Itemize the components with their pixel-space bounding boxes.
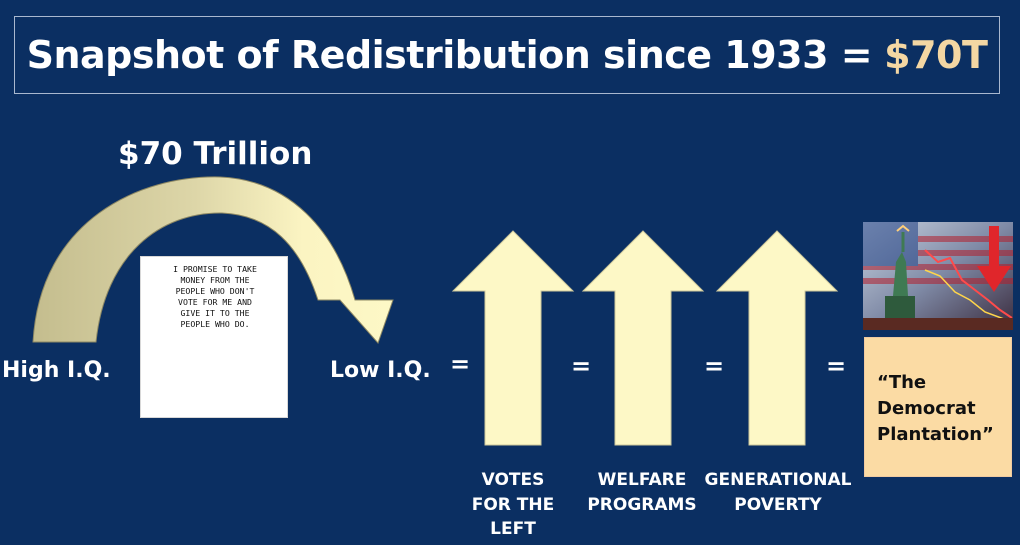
caption-poverty: GENERATIONAL POVERTY	[702, 468, 854, 517]
speech-line: people who don't	[175, 286, 255, 297]
arc-amount-label: $70 Trillion	[118, 136, 313, 172]
equals-sign-1: =	[450, 350, 471, 378]
equals-sign-4: =	[826, 352, 847, 380]
title-accent: $70T	[884, 33, 988, 77]
quote-line: Democrat	[877, 398, 976, 420]
cartoon-panel: I promise to take money from the people …	[140, 256, 288, 418]
low-iq-label: Low I.Q.	[330, 358, 431, 383]
stock-crash-photo	[863, 222, 1013, 330]
equals-sign-2: =	[571, 352, 592, 380]
high-iq-label: High I.Q.	[2, 358, 111, 383]
caption-line: VOTES	[481, 470, 545, 490]
speech-line: money from the	[180, 275, 250, 286]
equals-sign-3: =	[704, 352, 725, 380]
up-arrow-votes	[451, 230, 575, 446]
speech-line: I promise to take	[173, 264, 257, 274]
speech-line: vote for me and	[178, 297, 252, 308]
cartoon-speech: I promise to take money from the people …	[147, 264, 283, 330]
speech-line: people who do.	[180, 319, 250, 330]
caption-line: POVERTY	[734, 494, 822, 515]
quote-line: Plantation”	[877, 424, 994, 446]
caption-line: WELFARE	[597, 470, 687, 490]
speech-line: give it to the	[180, 308, 250, 319]
quote-line: “The	[877, 372, 927, 393]
up-arrow-welfare	[581, 230, 705, 446]
photo-frame	[863, 222, 1013, 330]
caption-votes: VOTES FOR THE LEFT	[455, 468, 571, 542]
redistribution-arc-arrow	[32, 176, 394, 344]
quote-text: “The Democrat Plantation”	[877, 370, 1007, 448]
quote-box: “The Democrat Plantation”	[864, 337, 1012, 477]
caption-line: GENERATIONAL	[704, 470, 852, 490]
up-arrow-poverty	[715, 230, 839, 446]
caption-line: LEFT	[490, 519, 536, 540]
title-box: Snapshot of Redistribution since 1933 = …	[14, 16, 1000, 94]
caption-welfare: WELFARE PROGRAMS	[580, 468, 704, 517]
caption-line: FOR THE	[471, 494, 555, 515]
caption-line: PROGRAMS	[587, 494, 697, 515]
title-main: Snapshot of Redistribution since 1933 =	[26, 33, 873, 77]
